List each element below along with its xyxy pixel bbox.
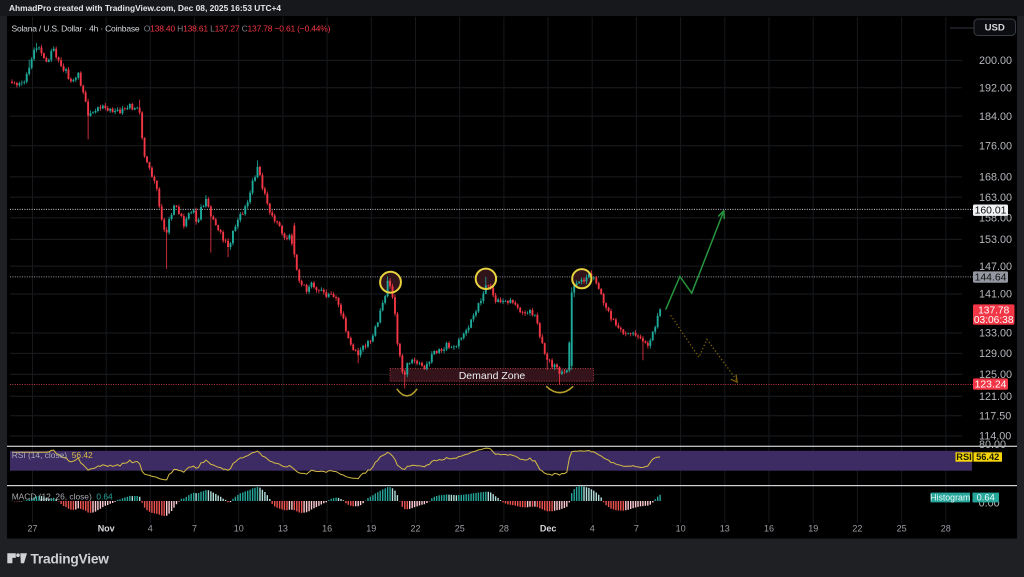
svg-text:7: 7	[634, 524, 639, 534]
svg-text:129.00: 129.00	[979, 348, 1012, 360]
svg-text:28: 28	[499, 524, 509, 534]
svg-text:125.00: 125.00	[979, 369, 1012, 381]
svg-text:160.01: 160.01	[975, 206, 1007, 217]
svg-text:19: 19	[366, 524, 376, 534]
svg-text:121.00: 121.00	[979, 391, 1012, 403]
svg-text:184.00: 184.00	[979, 111, 1012, 123]
svg-text:25: 25	[455, 524, 465, 534]
svg-text:RSI (14, close) 56.42: RSI (14, close) 56.42	[12, 450, 93, 460]
svg-text:168.00: 168.00	[979, 172, 1012, 184]
svg-text:114.00: 114.00	[979, 431, 1011, 443]
svg-text:0.64: 0.64	[977, 493, 995, 503]
svg-text:200.00: 200.00	[979, 55, 1012, 67]
svg-text:16: 16	[764, 524, 774, 534]
svg-text:Solana / U.S. Dollar · 4h · Co: Solana / U.S. Dollar · 4h · Coinbase O13…	[12, 24, 331, 34]
svg-text:25: 25	[897, 524, 907, 534]
svg-text:10: 10	[234, 524, 244, 534]
svg-text:03:06:38: 03:06:38	[974, 315, 1014, 326]
svg-text:AhmadPro created with TradingV: AhmadPro created with TradingView.com, D…	[9, 3, 281, 13]
svg-text:22: 22	[410, 524, 420, 534]
svg-text:16: 16	[322, 524, 332, 534]
svg-text:176.00: 176.00	[979, 141, 1012, 153]
svg-text:147.00: 147.00	[979, 261, 1012, 273]
svg-text:56.42: 56.42	[976, 452, 999, 462]
svg-text:4: 4	[148, 524, 153, 534]
svg-text:153.00: 153.00	[979, 234, 1012, 246]
svg-text:163.00: 163.00	[979, 192, 1012, 204]
svg-text:Histogram: Histogram	[930, 493, 970, 503]
svg-text:141.00: 141.00	[979, 289, 1012, 301]
svg-text:123.24: 123.24	[975, 380, 1007, 391]
svg-text:RSI: RSI	[956, 452, 972, 462]
svg-text:27: 27	[27, 524, 37, 534]
svg-text:Dec: Dec	[540, 524, 557, 534]
svg-text:144.64: 144.64	[975, 273, 1007, 284]
svg-text:13: 13	[278, 524, 288, 534]
svg-text:MACD (12, 26, close) 0.64: MACD (12, 26, close) 0.64	[12, 491, 113, 501]
svg-text:28: 28	[941, 524, 951, 534]
svg-text:117.50: 117.50	[979, 411, 1011, 423]
svg-text:Nov: Nov	[98, 524, 115, 534]
svg-text:7: 7	[192, 524, 197, 534]
svg-text:19: 19	[808, 524, 818, 534]
svg-text:133.00: 133.00	[979, 328, 1012, 340]
svg-text:137.78: 137.78	[978, 305, 1009, 316]
svg-text:22: 22	[852, 524, 862, 534]
svg-text:13: 13	[720, 524, 730, 534]
svg-text:10: 10	[676, 524, 686, 534]
svg-text:192.00: 192.00	[979, 82, 1012, 94]
svg-text:USD: USD	[985, 23, 1005, 34]
svg-text:TradingView: TradingView	[31, 552, 110, 567]
svg-text:80.00: 80.00	[979, 439, 1006, 451]
svg-text:4: 4	[590, 524, 595, 534]
svg-text:Demand Zone: Demand Zone	[459, 370, 526, 382]
